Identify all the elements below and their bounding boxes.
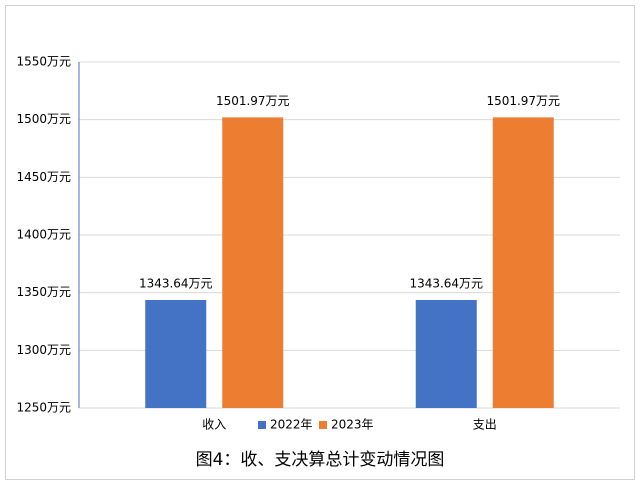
data-label: 1343.64万元 [409, 277, 483, 291]
data-label: 1501.97万元 [216, 94, 290, 108]
x-tick-label: 收入 [202, 418, 226, 432]
data-label: 1501.97万元 [486, 94, 560, 108]
chart-title: 图4：收、支决算总计变动情况图 [196, 450, 445, 470]
bar [222, 117, 284, 409]
legend-swatch [319, 421, 327, 429]
y-tick-label: 1550万元 [16, 55, 71, 69]
y-tick-label: 1250万元 [16, 401, 71, 415]
legend-label: 2023年 [331, 418, 374, 432]
legend-label: 2022年 [270, 418, 313, 432]
y-tick-label: 1300万元 [16, 343, 71, 357]
y-tick-label: 1400万元 [16, 228, 71, 242]
y-tick-label: 1450万元 [16, 170, 71, 184]
data-label: 1343.64万元 [139, 277, 213, 291]
x-tick-label: 支出 [473, 418, 497, 432]
y-tick-label: 1500万元 [16, 112, 71, 126]
bar [145, 300, 207, 408]
y-tick-label: 1350万元 [16, 285, 71, 299]
bar [415, 300, 477, 408]
legend-swatch [258, 421, 266, 429]
bar [492, 117, 554, 409]
